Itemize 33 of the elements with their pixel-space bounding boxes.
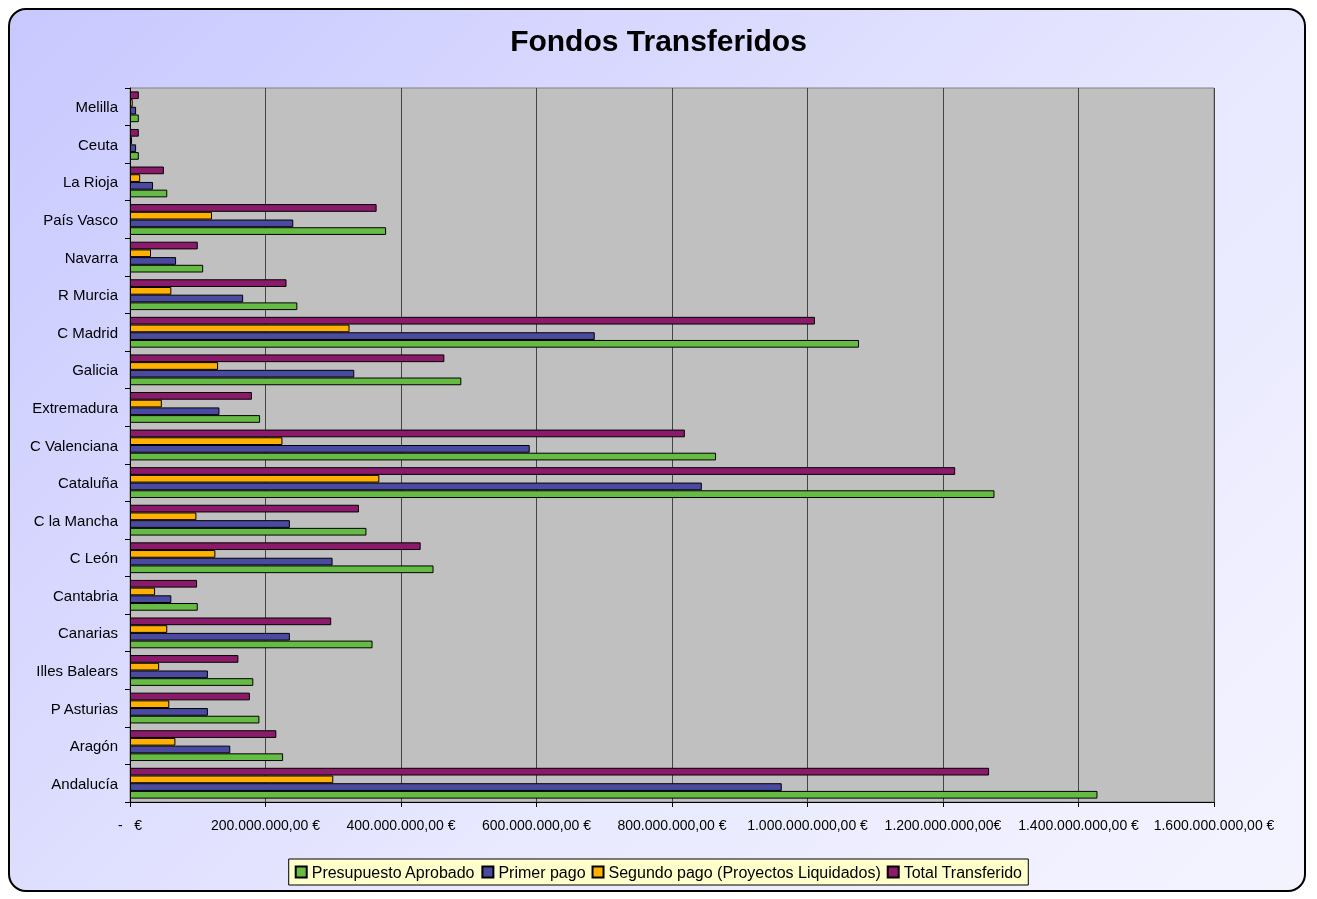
- chart-title: Fondos Transferidos: [510, 23, 807, 57]
- y-tick-label: C León: [69, 549, 118, 567]
- y-tick-label: País Vasco: [43, 211, 118, 229]
- y-tick-label: P Asturias: [50, 699, 118, 717]
- legend-label: Segundo pago (Proyectos Liquidados): [608, 863, 881, 881]
- y-tick-label: Navarra: [64, 248, 119, 266]
- x-tick-label: 1.400.000.000,00 €: [1018, 817, 1140, 833]
- x-tick-label: 800.000.000,00 €: [617, 817, 727, 833]
- y-tick-label: Extremadura: [32, 398, 119, 416]
- y-tick-label: Galicia: [72, 361, 119, 379]
- legend-label: Total Transferido: [903, 863, 1023, 881]
- x-tick-label: 1.000.000.000,00 €: [747, 817, 869, 833]
- y-tick-label: Andalucía: [51, 774, 119, 792]
- y-tick-label: C la Mancha: [33, 511, 119, 529]
- legend-label: Primer pago: [498, 863, 586, 881]
- legend-label: Presupuesto Aprobado: [311, 863, 475, 881]
- x-tick-label: - €: [117, 817, 143, 833]
- y-tick-label: La Rioja: [62, 173, 119, 191]
- y-tick-label: Cantabria: [52, 586, 119, 604]
- y-tick-label: Illes Balears: [36, 661, 118, 679]
- x-tick-label: 400.000.000,00 €: [346, 817, 456, 833]
- y-tick-label: Canarias: [57, 624, 118, 642]
- y-tick-label: Cataluña: [57, 474, 119, 492]
- x-tick-label: 200.000.000,00 €: [211, 817, 321, 833]
- y-tick-label: Aragón: [69, 737, 118, 755]
- y-tick-label: Melilla: [75, 98, 119, 116]
- y-tick-label: Ceuta: [77, 135, 119, 153]
- y-tick-label: C Madrid: [57, 323, 118, 341]
- x-tick-label: 1.600.000.000,00 €: [1153, 817, 1275, 833]
- y-tick-label: R Murcia: [57, 286, 119, 304]
- y-tick-label: C Valenciana: [29, 436, 119, 454]
- x-tick-label: 1.200.000.000,00€: [884, 817, 1002, 833]
- x-tick-label: 600.000.000,00 €: [482, 817, 592, 833]
